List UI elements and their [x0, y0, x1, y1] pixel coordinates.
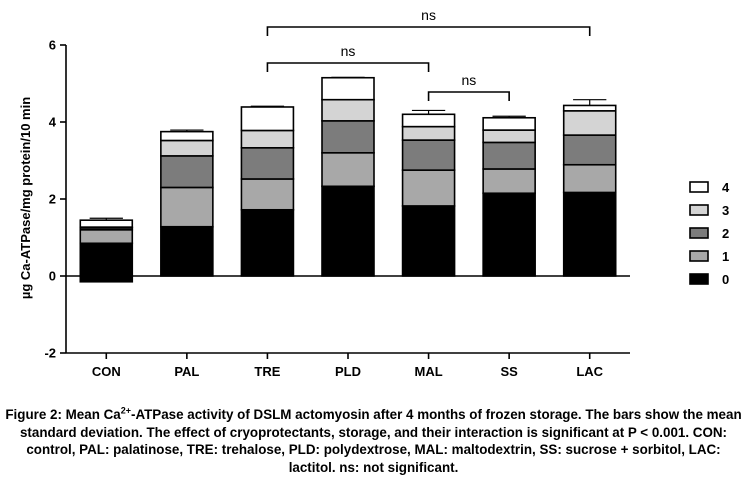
significance-label: ns: [461, 72, 476, 88]
x-tick-label-tre: TRE: [254, 364, 280, 379]
bar-group-ss: [482, 115, 536, 277]
bar-pal-series-0: [160, 225, 214, 277]
bar-con-series-0: [79, 242, 134, 277]
significance-bracket: [266, 62, 430, 72]
x-tick-label-pld: PLD: [335, 364, 361, 379]
bar-group-pal: [160, 129, 214, 277]
legend-swatch-3: [689, 204, 709, 216]
bar-lac-series-4: [562, 104, 617, 112]
y-tick-label: 2: [49, 192, 56, 207]
legend-swatch-0: [689, 273, 709, 285]
bar-con-series-4: [79, 219, 134, 228]
y-tick-label: -2: [44, 346, 56, 361]
bar-pld-series-4: [321, 76, 375, 101]
y-tick-label: 6: [49, 38, 56, 53]
bar-tre-series-4: [240, 106, 295, 132]
bar-ss-series-4: [482, 116, 536, 131]
legend: 4 3 2 1 0: [689, 180, 730, 287]
significance-bracket: [266, 26, 591, 36]
legend-swatch-4: [689, 181, 709, 193]
bar-ss-series-1: [482, 168, 536, 195]
x-tick-label-con: CON: [92, 364, 121, 379]
bar-tre-series-1: [240, 178, 295, 211]
significance-brackets: ns ns ns: [266, 7, 591, 101]
bar-mal-series-4: [401, 113, 456, 128]
significance-bracket: [427, 91, 510, 101]
plot-area: [79, 76, 617, 283]
bar-lac-series-2: [562, 134, 617, 166]
caption-text-start: Figure 2: Mean Ca: [5, 407, 121, 422]
bar-lac-series-0: [562, 191, 617, 277]
bar-pld-series-1: [321, 152, 375, 188]
bar-mal-series-3: [401, 125, 456, 141]
bar-mal-series-2: [401, 139, 456, 171]
figure-caption: Figure 2: Mean Ca2+-ATPase activity of D…: [4, 406, 743, 476]
bar-pal-series-4: [160, 130, 214, 142]
bar-tre-series-3: [240, 129, 295, 149]
legend-swatch-2: [689, 227, 709, 239]
axes: -2 0 2 4 6 CON PAL TRE PLD MAL SS LAC: [44, 38, 630, 379]
legend-label-2: 2: [722, 226, 729, 241]
bar-mal-series-1: [401, 169, 456, 207]
bar-lac-series-1: [562, 163, 617, 194]
bar-pld-series-3: [321, 98, 375, 122]
significance-label: ns: [421, 7, 436, 23]
y-axis-label: µg Ca-ATPase/mg protein/10 min: [18, 97, 33, 299]
bar-tre-series-2: [240, 146, 295, 180]
bar-ss-series-3: [482, 129, 536, 144]
bar-group-pld: [321, 76, 375, 277]
bar-group-mal: [401, 109, 456, 277]
bar-pal-series-1: [160, 186, 214, 228]
bar-tre-series-0: [240, 208, 295, 277]
legend-label-1: 1: [722, 249, 729, 264]
bar-pld-series-2: [321, 120, 375, 154]
legend-label-0: 0: [722, 272, 729, 287]
x-tick-label-lac: LAC: [576, 364, 603, 379]
bar-con-series-1: [79, 229, 134, 245]
caption-superscript: 2+: [120, 405, 131, 416]
bar-mal-series-0: [401, 205, 456, 277]
bar-negative-con: [79, 275, 134, 283]
bar-ss-series-2: [482, 141, 536, 170]
y-tick-label: 4: [49, 115, 57, 130]
legend-swatch-1: [689, 250, 709, 262]
significance-label: ns: [341, 43, 356, 59]
y-tick-label: 0: [49, 269, 56, 284]
x-tick-label-ss: SS: [500, 364, 518, 379]
x-tick-label-pal: PAL: [174, 364, 199, 379]
bar-pld-series-0: [321, 185, 375, 277]
bar-group-lac: [562, 99, 617, 277]
x-tick-label-mal: MAL: [414, 364, 442, 379]
legend-label-4: 4: [722, 180, 730, 195]
legend-label-3: 3: [722, 203, 729, 218]
bar-group-tre: [240, 105, 295, 277]
bar-pal-series-2: [160, 155, 214, 189]
bar-lac-series-3: [562, 110, 617, 136]
bar-pal-series-3: [160, 139, 214, 157]
bar-ss-series-0: [482, 192, 536, 277]
caption-text-end: -ATPase activity of DSLM actomyosin afte…: [19, 407, 742, 475]
bar-group-con: [79, 217, 134, 283]
